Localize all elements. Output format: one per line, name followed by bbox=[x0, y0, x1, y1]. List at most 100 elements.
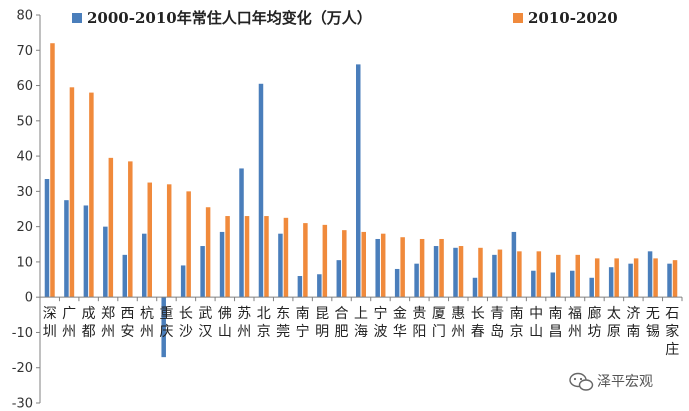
bar-series-1 bbox=[550, 272, 556, 298]
bar-series-2 bbox=[653, 258, 658, 298]
wechat-logo-icon bbox=[569, 372, 594, 391]
bar-series-1 bbox=[375, 238, 380, 298]
y-tick-label: 40 bbox=[16, 150, 33, 165]
y-tick-label: 70 bbox=[16, 44, 33, 59]
bar-series-1 bbox=[433, 246, 439, 298]
bar-series-2 bbox=[166, 184, 172, 298]
category-label: 郑州 bbox=[101, 306, 115, 340]
watermark-text: 泽平宏观 bbox=[597, 374, 653, 390]
bar-series-1 bbox=[258, 83, 264, 298]
legend-swatch-series-1 bbox=[72, 13, 82, 23]
category-label: 广州 bbox=[62, 306, 76, 340]
bar-series-2 bbox=[108, 157, 114, 298]
bar-series-2 bbox=[186, 191, 191, 298]
y-tick-label: 80 bbox=[16, 9, 33, 24]
bar-series-2 bbox=[283, 217, 289, 298]
bar-series-1 bbox=[336, 260, 342, 298]
category-label: 上海 bbox=[354, 306, 368, 340]
category-label: 昆明 bbox=[315, 306, 329, 340]
category-label: 佛山 bbox=[218, 306, 232, 340]
bar-series-1 bbox=[142, 233, 147, 298]
category-label: 南京 bbox=[510, 306, 524, 340]
bar-series-1 bbox=[647, 251, 653, 298]
bar-series-1 bbox=[492, 254, 497, 298]
y-axis: -30 -20 -10 0 10 20 30 40 50 60 70 80 bbox=[12, 9, 41, 411]
bar-series-1 bbox=[667, 263, 672, 298]
watermark: 泽平宏观 bbox=[569, 372, 653, 391]
bar-series-1 bbox=[239, 168, 244, 298]
category-labels: 深圳广州成都郑州西安杭州重庆长沙武汉佛山苏州北京东莞南宁昆明合肥上海宁波金华贵阳… bbox=[43, 305, 680, 358]
y-tick-label: 0 bbox=[25, 291, 33, 306]
category-label: 南宁 bbox=[296, 306, 310, 340]
bar-series-1 bbox=[511, 231, 517, 298]
legend-label-series-2: 2010-2020 bbox=[528, 9, 618, 27]
category-label: 太原 bbox=[607, 306, 621, 340]
bar-series-1 bbox=[180, 265, 186, 298]
category-label: 廊坊 bbox=[587, 305, 601, 340]
y-tick-label: 30 bbox=[16, 185, 33, 200]
bar-series-1 bbox=[356, 64, 361, 298]
bar-series-2 bbox=[50, 43, 55, 298]
category-label: 杭州 bbox=[140, 306, 154, 340]
bar-series-2 bbox=[672, 260, 678, 298]
bar-series-2 bbox=[244, 216, 250, 298]
category-label: 北京 bbox=[257, 306, 271, 340]
y-tick-label: 50 bbox=[16, 114, 33, 129]
bar-series-1 bbox=[64, 200, 69, 298]
bar-series-1 bbox=[219, 231, 225, 298]
category-label: 长春 bbox=[471, 306, 485, 340]
bars bbox=[44, 43, 678, 358]
category-label: 深圳 bbox=[43, 306, 57, 340]
category-label: 贵阳 bbox=[412, 306, 426, 340]
category-label: 合肥 bbox=[335, 306, 349, 340]
category-label: 武汉 bbox=[198, 306, 212, 340]
bar-series-2 bbox=[633, 258, 639, 298]
bar-series-1 bbox=[83, 205, 89, 298]
category-label: 金华 bbox=[393, 306, 407, 340]
bar-series-2 bbox=[556, 254, 561, 298]
category-label: 成都 bbox=[82, 306, 96, 340]
y-tick-label: 10 bbox=[16, 255, 33, 270]
y-tick-label: -30 bbox=[12, 397, 33, 411]
category-label: 青岛 bbox=[490, 306, 504, 340]
bar-series-1 bbox=[122, 254, 128, 298]
y-tick-label: -20 bbox=[12, 361, 33, 376]
bar-series-1 bbox=[278, 233, 283, 298]
bar-series-2 bbox=[342, 230, 347, 298]
bar-series-2 bbox=[517, 251, 522, 298]
category-label: 东莞 bbox=[276, 306, 290, 340]
bar-series-2 bbox=[264, 216, 269, 298]
bar-series-2 bbox=[205, 207, 211, 298]
category-label: 苏州 bbox=[237, 306, 251, 340]
category-label: 福州 bbox=[568, 306, 582, 340]
bar-series-2 bbox=[594, 258, 600, 298]
bar-series-1 bbox=[608, 267, 614, 298]
bar-series-1 bbox=[317, 274, 322, 298]
bar-series-1 bbox=[394, 268, 400, 298]
category-label: 中山 bbox=[529, 306, 543, 340]
y-tick-label: 60 bbox=[16, 79, 33, 94]
bar-series-2 bbox=[575, 254, 580, 298]
bar-series-2 bbox=[69, 87, 75, 298]
category-label: 西安 bbox=[121, 306, 135, 340]
bar-series-1 bbox=[44, 179, 50, 298]
bar-series-2 bbox=[458, 246, 464, 298]
y-tick-label: 20 bbox=[16, 220, 33, 235]
bar-series-1 bbox=[531, 270, 536, 298]
bar-series-1 bbox=[297, 276, 303, 298]
bar-series-2 bbox=[614, 258, 619, 298]
bar-series-2 bbox=[303, 223, 308, 298]
bar-series-1 bbox=[200, 246, 205, 298]
bar-series-1 bbox=[161, 297, 166, 358]
bar-series-2 bbox=[439, 238, 444, 298]
bar-series-1 bbox=[589, 277, 594, 298]
bar-series-2 bbox=[128, 161, 133, 298]
x-axis bbox=[39, 296, 683, 302]
category-label: 无锡 bbox=[646, 306, 660, 340]
y-tick-label: -10 bbox=[12, 326, 33, 341]
bar-series-2 bbox=[400, 237, 405, 298]
category-label: 惠州 bbox=[451, 306, 465, 340]
bar-series-2 bbox=[536, 251, 542, 298]
category-label: 长沙 bbox=[179, 306, 193, 340]
